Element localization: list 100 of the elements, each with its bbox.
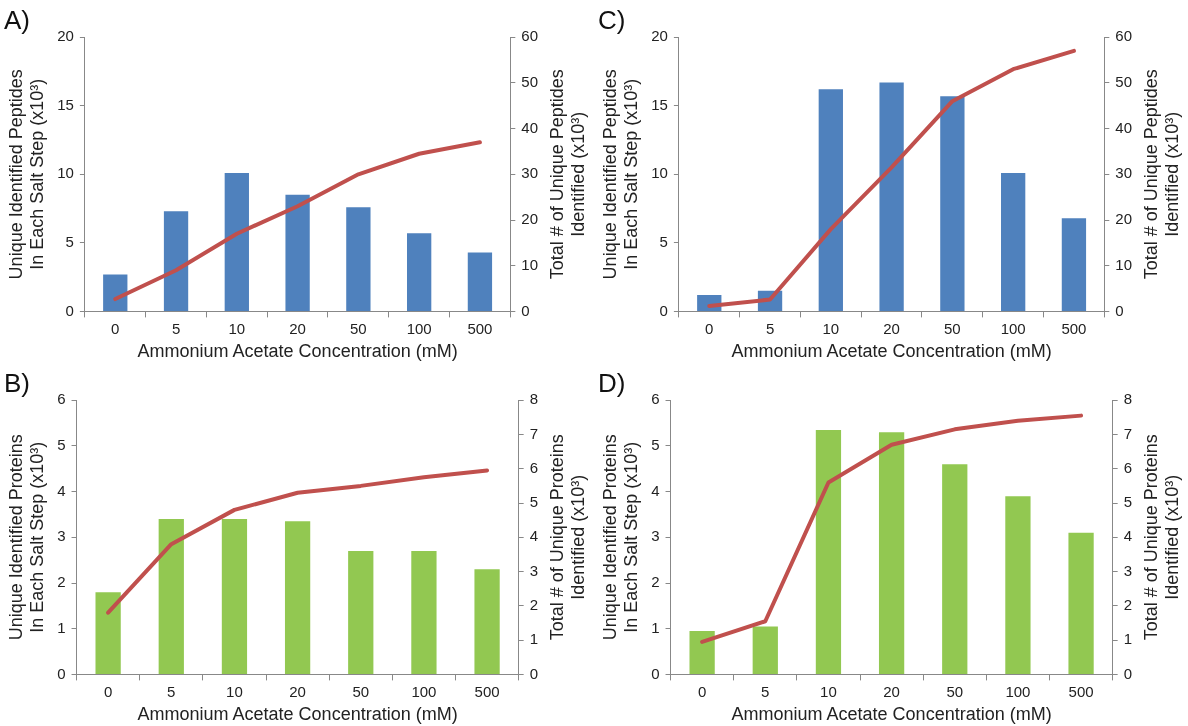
x-tick-label: 50 (350, 319, 367, 337)
y2-tick-label: 20 (1115, 210, 1132, 228)
chart-title: A) (4, 4, 30, 35)
x-tick-label: 500 (467, 319, 493, 337)
y-axis-title: Unique Identified Proteins In Each Salt Step (x10³) (5, 434, 48, 641)
y-tick-label: 15 (651, 95, 668, 113)
bar (1005, 496, 1031, 674)
y-tick-label: 3 (57, 527, 66, 545)
x-tick-label: 50 (946, 682, 964, 700)
y-tick-label: 4 (57, 481, 66, 499)
bar (878, 432, 905, 674)
y2-tick-label: 60 (521, 27, 538, 45)
y2-tick-label: 10 (1115, 255, 1132, 273)
bar (689, 630, 715, 674)
y-tick-label: 1 (57, 618, 66, 636)
x-tick-label: 100 (406, 319, 432, 337)
y-tick-label: 0 (659, 301, 668, 319)
x-tick-label: 20 (883, 682, 900, 700)
x-tick-label: 10 (228, 319, 246, 337)
y2-tick-label: 3 (1123, 561, 1132, 579)
y2-tick-label: 7 (1123, 424, 1132, 442)
y-tick-label: 1 (651, 618, 660, 636)
chart-title: D) (598, 367, 626, 398)
y2-tick-label: 8 (1123, 390, 1132, 408)
x-tick-label: 500 (474, 682, 500, 700)
y-tick-label: 5 (57, 436, 66, 454)
x-tick-label: 50 (944, 319, 961, 337)
chart-title: B) (4, 367, 30, 398)
y-axis-title: Unique Identified Peptides In Each Salt Step (x10³) (5, 69, 48, 280)
y2-tick-label: 1 (1123, 630, 1132, 648)
chart-title: C) (598, 4, 626, 35)
y-tick-label: 20 (651, 27, 668, 45)
x-axis-title: Ammonium Acetate Concentration (mM) (731, 341, 1052, 362)
bar (1001, 172, 1026, 311)
y-tick-label: 6 (57, 390, 66, 408)
y-tick-label: 5 (65, 232, 74, 250)
bar (411, 551, 437, 674)
y2-tick-label: 6 (1123, 458, 1132, 476)
x-tick-label: 5 (761, 682, 770, 700)
y-tick-label: 3 (651, 527, 660, 545)
y2-axis-title: Total # of Unique Peptides Identified (x10³) (546, 69, 588, 280)
y2-tick-label: 8 (529, 390, 538, 408)
y2-tick-label: 1 (529, 630, 538, 648)
y2-tick-label: 3 (529, 561, 538, 579)
bar (940, 96, 965, 311)
x-tick-label: 0 (103, 682, 113, 700)
x-tick-label: 5 (765, 319, 775, 337)
y2-tick-label: 40 (1115, 118, 1132, 136)
y-tick-label: 5 (659, 232, 668, 250)
y-axis-title: Unique Identified Peptides In Each Salt Step (x10³) (599, 69, 642, 280)
y-tick-label: 20 (57, 27, 74, 45)
y2-tick-label: 4 (1123, 527, 1132, 545)
y-tick-label: 10 (57, 164, 74, 182)
y2-tick-label: 40 (521, 118, 538, 136)
y-tick-label: 4 (651, 481, 660, 499)
x-tick-label: 20 (289, 319, 306, 337)
y-tick-label: 2 (57, 573, 66, 591)
bar (474, 569, 500, 674)
x-tick-label: 5 (167, 682, 176, 700)
x-tick-label: 100 (1005, 682, 1031, 700)
y2-tick-label: 2 (529, 595, 538, 613)
x-tick-label: 20 (289, 682, 306, 700)
y2-tick-label: 60 (1115, 27, 1132, 45)
y-tick-label: 0 (651, 664, 660, 682)
x-tick-label: 20 (883, 319, 900, 337)
y-tick-label: 10 (651, 164, 668, 182)
y2-tick-label: 4 (529, 527, 538, 545)
bar (467, 252, 493, 311)
bar (815, 429, 842, 674)
bar (346, 207, 371, 311)
x-tick-label: 10 (226, 682, 243, 700)
y2-tick-label: 50 (1115, 73, 1132, 91)
bar (158, 519, 184, 674)
y2-tick-label: 0 (529, 664, 538, 682)
y2-tick-label: 5 (529, 493, 538, 511)
bar (752, 626, 778, 674)
x-tick-label: 5 (171, 319, 181, 337)
x-tick-label: 0 (705, 319, 714, 337)
x-tick-label: 10 (822, 319, 840, 337)
bar (284, 521, 311, 674)
y-tick-label: 0 (65, 301, 74, 319)
x-tick-label: 0 (111, 319, 120, 337)
y2-tick-label: 0 (521, 301, 530, 319)
x-tick-label: 10 (820, 682, 837, 700)
y2-tick-label: 30 (1115, 164, 1132, 182)
bar (221, 519, 248, 674)
bar (95, 592, 121, 674)
x-tick-label: 0 (697, 682, 707, 700)
y-tick-label: 2 (651, 573, 660, 591)
bar (879, 82, 904, 311)
x-tick-label: 50 (352, 682, 370, 700)
y2-axis-title: Total # of Unique Proteins Identified (x10³) (1140, 434, 1182, 641)
y2-tick-label: 0 (1115, 301, 1124, 319)
y2-tick-label: 2 (1123, 595, 1132, 613)
bar (1068, 532, 1094, 674)
x-tick-label: 100 (411, 682, 437, 700)
y2-tick-label: 10 (521, 255, 538, 273)
y2-tick-label: 6 (529, 458, 538, 476)
y2-tick-label: 5 (1123, 493, 1132, 511)
bar (348, 551, 374, 674)
